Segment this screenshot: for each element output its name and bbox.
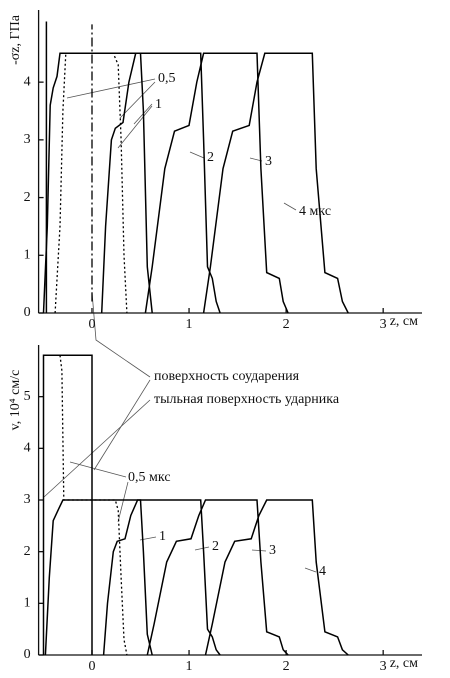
annotation: 1 <box>159 529 166 544</box>
annotation: 4 <box>319 564 326 579</box>
leader <box>189 151 205 159</box>
x-axis-label: z, см <box>390 656 418 671</box>
data-line <box>146 499 289 656</box>
data-line <box>42 354 93 655</box>
y-tick-label: 3 <box>24 492 31 507</box>
y-tick-label: 0 <box>24 647 31 662</box>
leader-lines <box>43 78 317 573</box>
annotation: 4 мкс <box>299 204 331 219</box>
x-tick-label: 2 <box>283 317 290 332</box>
data-line <box>42 52 153 314</box>
leader <box>117 105 153 149</box>
y-axis-label: -σz, ГПа <box>8 14 23 65</box>
leader <box>283 202 297 211</box>
leader <box>304 567 317 573</box>
x-tick-label: 0 <box>88 317 95 332</box>
y-tick-label: 5 <box>24 389 31 404</box>
data-line <box>44 499 153 656</box>
annotation: 0,5 мкс <box>128 470 171 485</box>
leader <box>117 481 129 523</box>
annotation: тыльная поверхность ударника <box>154 392 340 407</box>
annotation: 3 <box>269 543 276 558</box>
leader <box>43 399 151 498</box>
y-tick-label: 4 <box>24 74 31 89</box>
y-tick-label: 1 <box>24 248 31 263</box>
y-tick-label: 1 <box>24 596 31 611</box>
x-tick-label: 3 <box>380 317 387 332</box>
leader <box>93 379 151 471</box>
data-line <box>54 52 128 314</box>
annotation: 3 <box>265 154 272 169</box>
x-tick-label: 2 <box>283 659 290 674</box>
annotation: 0,5 <box>158 71 176 86</box>
annotation: 2 <box>212 539 219 554</box>
data-line <box>144 52 289 314</box>
y-axis-label: v, 10⁴ см/с <box>8 370 23 431</box>
x-axis-label: z, см <box>390 314 418 329</box>
y-tick-label: 4 <box>24 441 31 456</box>
leader <box>251 549 267 552</box>
leader <box>91 291 151 378</box>
leader <box>119 81 156 119</box>
x-tick-label: 1 <box>186 659 193 674</box>
data-line <box>102 499 221 656</box>
annotation: поверхность соударения <box>154 369 300 384</box>
annotation: 2 <box>207 150 214 165</box>
data-line <box>204 499 349 656</box>
leader <box>69 461 127 478</box>
data-line <box>202 52 349 314</box>
annotation: 1 <box>155 97 162 112</box>
data-line <box>59 355 128 656</box>
x-tick-label: 0 <box>88 659 95 674</box>
data-line <box>100 52 221 314</box>
y-tick-label: 0 <box>24 305 31 320</box>
y-tick-label: 2 <box>24 544 31 559</box>
y-tick-label: 3 <box>24 132 31 147</box>
y-tick-label: 2 <box>24 190 31 205</box>
leader <box>194 546 210 551</box>
x-tick-label: 1 <box>186 317 193 332</box>
leader <box>66 78 156 99</box>
x-tick-label: 3 <box>380 659 387 674</box>
